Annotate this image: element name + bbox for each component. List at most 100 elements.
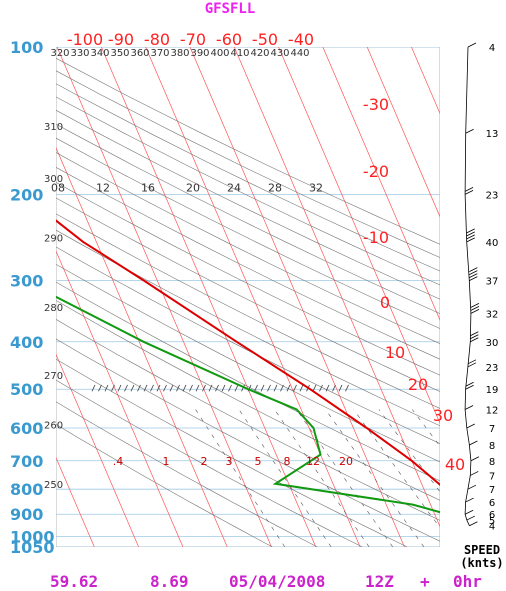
pressure-tick-label: 400 bbox=[10, 333, 43, 352]
dry-adiabat-line bbox=[56, 182, 440, 376]
temperature-tick-label-right: 40 bbox=[445, 455, 465, 474]
theta-label-left: 290 bbox=[44, 234, 63, 245]
theta-label-top: 410 bbox=[230, 48, 249, 59]
wind-barb bbox=[467, 362, 477, 368]
dry-adiabat-line bbox=[56, 281, 440, 482]
wind-barb bbox=[464, 190, 474, 195]
dry-adiabat-line bbox=[56, 300, 440, 501]
theta-label-top: 400 bbox=[210, 48, 229, 59]
theta-label-left: 300 bbox=[44, 174, 63, 185]
hatch-mark bbox=[130, 384, 135, 392]
pressure-tick-label: 300 bbox=[10, 272, 43, 291]
wind-speed-label: 12 bbox=[486, 406, 499, 417]
wind-barb bbox=[470, 331, 479, 337]
dry-adiabat-line bbox=[56, 70, 440, 258]
wind-barb bbox=[469, 521, 478, 527]
mixing-ratio-label: 8 bbox=[284, 455, 291, 468]
wind-speed-label: 37 bbox=[486, 277, 499, 288]
temperature-tick-label-top: -90 bbox=[108, 30, 134, 49]
wind-barb bbox=[470, 471, 479, 476]
traces-layer bbox=[56, 219, 440, 514]
speed-unit-label: (knts) bbox=[460, 556, 503, 570]
wind-barb bbox=[469, 267, 478, 272]
mixing-ratio-line bbox=[195, 409, 286, 547]
temperature-tick-label-top: -100 bbox=[67, 30, 103, 49]
wind-speed-label: 7 bbox=[489, 471, 495, 482]
wind-barb bbox=[467, 484, 477, 490]
wind-barb bbox=[470, 306, 480, 311]
hatch-mark bbox=[202, 384, 206, 392]
isotherm-line bbox=[0, 47, 50, 547]
hatch-mark bbox=[189, 384, 193, 392]
theta-label-top: 420 bbox=[250, 48, 269, 59]
theta-label-left: 270 bbox=[44, 371, 63, 382]
temperature-tick-label-right: 10 bbox=[385, 343, 405, 362]
pressure-tick-label: 1050 bbox=[10, 538, 55, 557]
temperature-tick-label-right: -10 bbox=[363, 228, 389, 247]
pressure-tick-label: 500 bbox=[10, 380, 43, 399]
hatch-mark bbox=[143, 384, 148, 392]
dry-adiabat-line bbox=[56, 167, 440, 360]
wind-barb bbox=[469, 276, 478, 281]
dry-adiabat-line bbox=[56, 424, 273, 547]
temperature-tick-label-top: -80 bbox=[144, 30, 170, 49]
footer-time: 12Z bbox=[365, 572, 394, 591]
wind-speed-label: 19 bbox=[486, 385, 499, 396]
isotherm-line bbox=[56, 146, 228, 547]
theta-label-top: 390 bbox=[190, 48, 209, 59]
theta-e-label: 32 bbox=[309, 181, 323, 194]
theta-e-label: 16 bbox=[141, 181, 155, 194]
wind-barb bbox=[466, 423, 475, 429]
dry-adiabat-line bbox=[56, 83, 440, 272]
dry-adiabat-line bbox=[56, 319, 440, 521]
wind-speed-label: 7 bbox=[489, 485, 495, 496]
mixing-ratio-line bbox=[378, 409, 440, 493]
mixing-ratio-label: 1 bbox=[163, 455, 170, 468]
wind-barb bbox=[470, 334, 479, 340]
chart-title: GFSFLL bbox=[205, 1, 256, 17]
pressure-tick-label: 900 bbox=[10, 505, 43, 524]
footer-value-1: 59.62 bbox=[50, 572, 98, 591]
hatch-mark bbox=[91, 384, 96, 392]
temperature-tick-label-top: -70 bbox=[180, 30, 206, 49]
theta-label-top: 320 bbox=[50, 48, 69, 59]
wind-barb bbox=[465, 128, 474, 134]
hatch-mark bbox=[228, 384, 232, 392]
mixing-ratio-label: 2 bbox=[201, 455, 208, 468]
isotherm-line bbox=[189, 47, 405, 547]
footer-plus: + bbox=[420, 572, 430, 591]
hatch-mark bbox=[215, 384, 219, 392]
hatch-mark bbox=[169, 384, 174, 392]
theta-label-top: 380 bbox=[170, 48, 189, 59]
wind-barb bbox=[470, 303, 480, 308]
hatch-mark bbox=[241, 384, 245, 392]
theta-label-top: 330 bbox=[70, 48, 89, 59]
wind-barb bbox=[467, 42, 477, 48]
isotherm-line bbox=[322, 47, 440, 321]
mixing-ratio-label: 12 bbox=[306, 455, 320, 468]
dry-adiabat-line bbox=[56, 213, 440, 409]
hatch-mark bbox=[332, 384, 336, 392]
mixing-ratio-line bbox=[353, 409, 440, 529]
isotherm-line bbox=[101, 47, 317, 547]
wind-barb bbox=[467, 359, 477, 365]
hatch-mark bbox=[280, 384, 284, 392]
wind-barb bbox=[469, 270, 478, 275]
temperature-trace bbox=[56, 219, 440, 487]
wind-barb bbox=[464, 509, 474, 515]
labels-layer: 10020030040050060070080090010001050-100-… bbox=[10, 30, 465, 557]
footer-forecast: 0hr bbox=[453, 572, 482, 591]
pressure-tick-label: 1000 bbox=[10, 528, 55, 547]
temperature-tick-label-right: -30 bbox=[363, 95, 389, 114]
hatch-mark bbox=[156, 384, 161, 392]
wind-speed-label: 13 bbox=[486, 129, 499, 140]
hatch-mark bbox=[260, 384, 265, 392]
theta-e-label: 24 bbox=[227, 181, 241, 194]
dry-adiabat-line bbox=[56, 229, 440, 427]
dry-adiabat-line bbox=[56, 109, 440, 300]
temperature-tick-label-right: 30 bbox=[433, 406, 453, 425]
dry-adiabat-line bbox=[56, 379, 363, 547]
dry-adiabat-line bbox=[56, 96, 440, 286]
mixing-ratio-label: 5 bbox=[255, 455, 262, 468]
